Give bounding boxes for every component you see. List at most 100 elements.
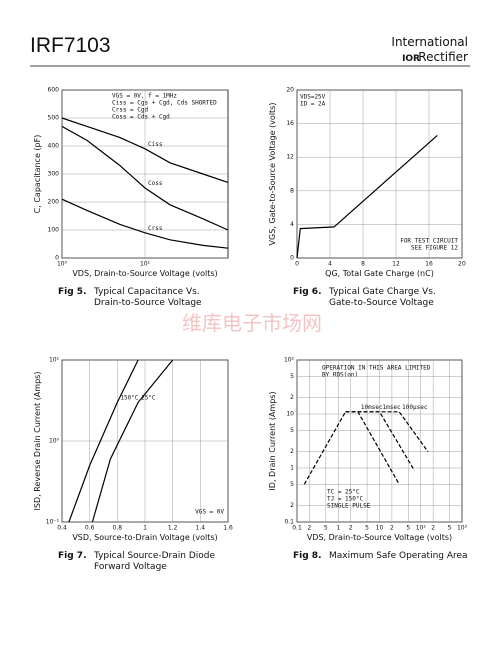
x-axis-label: VDS, Drain-to-Source Voltage (volts) [307,533,452,542]
y-tick-label: 2 [290,448,294,455]
x-tick-label: 1 [336,525,340,532]
series-line [61,117,229,183]
y-tick-label: 20 [286,87,294,94]
x-axis-label: VSD, Source-to-Drain Voltage (volts) [72,533,217,542]
series-label: 25°C [141,394,156,401]
y-tick-label: 10⁰ [49,438,60,445]
x-tick-label: 10³ [457,525,468,532]
annotation: Crss = Cgd [112,107,149,114]
annotation: SEE FIGURE 12 [411,245,458,252]
x-tick-label: 0 [295,261,299,268]
annotation: SINGLE PULSE [327,503,371,510]
fig-caption: Drain-to-Source Voltage [94,298,202,308]
y-tick-label: 8 [290,187,294,194]
brand-bottom: Rectifier [418,50,468,64]
fig-caption: Maximum Safe Operating Area [329,551,468,561]
fig-caption: Typical Gate Charge Vs. [328,287,436,297]
y-tick-label: 5 [290,481,294,488]
y-axis-label: ISD, Reverse Drain Current (Amps) [33,372,42,511]
y-tick-label: 5 [290,373,294,380]
annotation: Ciss = Cgs + Cgd, Cds SHORTED [112,100,217,107]
x-tick-label: 5 [324,525,328,532]
x-tick-label: 5 [406,525,410,532]
series-line [345,411,400,485]
y-tick-label: 300 [48,171,60,178]
x-tick-label: 0.6 [85,525,95,532]
series-line [303,411,347,485]
x-tick-label: 2 [308,525,312,532]
plot-frame [296,89,463,259]
x-tick-label: 2 [349,525,353,532]
x-tick-label: 1.6 [223,525,233,532]
x-tick-label: 5 [365,525,369,532]
x-tick-label: 0.4 [57,525,67,532]
x-tick-label: 1.2 [168,525,178,532]
x-tick-label: 10 [376,525,384,532]
annotation: FOR TEST CIRCUIT [400,238,458,245]
fig-label: Fig 8. [293,551,322,561]
series-line [61,125,229,231]
series-label: 10msec [361,404,383,411]
series-label: 150°C [120,394,138,401]
y-tick-label: 10⁻¹ [46,519,60,526]
y-tick-label: 2 [290,502,294,509]
y-tick-label: 12 [286,154,294,161]
series-label: 100µsec [402,404,428,411]
watermark: 维库电子市场网 [182,311,322,335]
x-tick-label: 1 [143,525,147,532]
x-tick-label: 10⁰ [57,261,68,268]
series-line [345,411,429,453]
fig-caption: Typical Source-Drain Diode [93,551,215,561]
x-tick-label: 5 [448,525,452,532]
annotation: BY RDS(on) [322,372,358,379]
series-label: 1msec [383,404,401,411]
y-tick-label: 5 [290,427,294,434]
y-axis-label: ID, Drain Current (Amps) [268,391,277,490]
brand-logo: IOR [402,54,420,64]
x-tick-label: 0.1 [292,525,302,532]
annotation: ID = 2A [300,101,326,108]
y-tick-label: 100 [48,227,60,234]
y-tick-label: 10² [284,357,295,364]
y-tick-label: 500 [48,115,60,122]
y-axis-label: VGS, Gate-to-Source Voltage (volts) [268,103,277,246]
series-line [345,411,415,471]
annotation: TC = 25°C [327,489,360,496]
annotation: TJ = 150°C [327,496,364,503]
series-label: Crss [148,225,163,232]
y-tick-label: 200 [48,199,60,206]
y-tick-label: 16 [286,120,294,127]
x-tick-label: 8 [361,261,365,268]
x-tick-label: 0.8 [113,525,123,532]
x-tick-label: 10² [416,525,427,532]
fig-caption: Typical Capacitance Vs. [93,287,200,297]
y-tick-label: 10 [286,411,294,418]
y-tick-label: 10¹ [49,357,60,364]
x-tick-label: 4 [328,261,332,268]
fig-label: Fig 5. [58,287,87,297]
x-tick-label: 1.4 [196,525,206,532]
x-tick-label: 20 [458,261,466,268]
x-axis-label: VDS, Drain-to-Source Voltage (volts) [72,269,217,278]
series-line [61,198,229,249]
y-axis-label: C, Capacitance (pF) [33,135,42,214]
series-line [91,359,174,523]
y-tick-label: 1 [290,465,294,472]
x-axis-label: QG, Total Gate Charge (nC) [325,269,434,278]
annotation: VGS = 0V, f = 1MHz [112,93,177,100]
annotation: VGS = 0V [195,509,224,516]
annotation: VDS=25V [300,94,326,101]
x-tick-label: 12 [392,261,400,268]
doc-title: IRF7103 [30,34,111,57]
series-line [68,359,139,523]
fig-label: Fig 6. [293,287,322,297]
fig-caption: Gate-to-Source Voltage [329,298,434,308]
x-tick-label: 10¹ [140,261,151,268]
x-tick-label: 2 [390,525,394,532]
y-tick-label: 0 [290,255,294,262]
y-tick-label: 2 [290,394,294,401]
fig-caption: Forward Voltage [94,562,167,572]
fig-label: Fig 7. [58,551,87,561]
x-tick-label: 16 [425,261,433,268]
